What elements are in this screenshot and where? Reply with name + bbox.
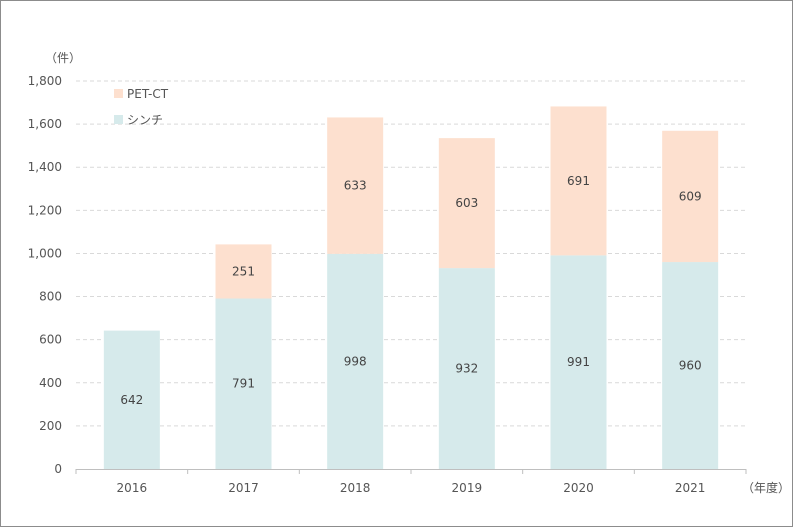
legend-swatch — [114, 89, 123, 98]
legend-label: PET-CT — [127, 87, 169, 101]
data-label: 609 — [679, 189, 702, 203]
data-label: 633 — [344, 179, 367, 193]
x-tick-label: 2021 — [675, 481, 706, 495]
x-tick-label: 2020 — [563, 481, 594, 495]
bar-segment — [327, 253, 384, 469]
bar-segment — [215, 244, 272, 299]
data-label: 251 — [232, 264, 255, 278]
bar-segment — [438, 138, 495, 269]
legend-swatch — [114, 115, 123, 124]
x-unit-label: （年度） — [742, 480, 790, 495]
y-tick-label: 400 — [39, 376, 62, 390]
x-tick-label: 2017 — [228, 481, 259, 495]
bar-segment — [662, 262, 719, 469]
y-tick-label: 1,400 — [28, 160, 62, 174]
x-tick-label: 2018 — [340, 481, 371, 495]
data-label: 603 — [455, 196, 478, 210]
data-label: 998 — [344, 354, 367, 368]
x-tick-label: 2019 — [452, 481, 483, 495]
data-label: 932 — [455, 362, 478, 376]
data-label: 642 — [120, 393, 143, 407]
y-unit-label: （件） — [45, 51, 81, 65]
x-tick-label: 2016 — [117, 481, 148, 495]
bar-segment — [215, 298, 272, 469]
legend-label: シンチ — [127, 113, 163, 127]
bar-segment — [662, 130, 719, 263]
bar-segment — [438, 268, 495, 469]
data-label: 991 — [567, 355, 590, 369]
bar-segment — [550, 106, 607, 256]
bar-segment — [103, 330, 160, 469]
y-tick-label: 600 — [39, 333, 62, 347]
bar-segment — [327, 117, 384, 254]
y-tick-label: 1,200 — [28, 203, 62, 217]
y-tick-label: 800 — [39, 290, 62, 304]
data-label: 691 — [567, 174, 590, 188]
y-tick-label: 0 — [54, 462, 62, 476]
data-label: 791 — [232, 377, 255, 391]
y-tick-label: 1,800 — [28, 74, 62, 88]
y-tick-label: 1,000 — [28, 246, 62, 260]
y-tick-label: 1,600 — [28, 117, 62, 131]
data-label: 960 — [679, 359, 702, 373]
y-tick-label: 200 — [39, 419, 62, 433]
bar-segment — [550, 255, 607, 469]
